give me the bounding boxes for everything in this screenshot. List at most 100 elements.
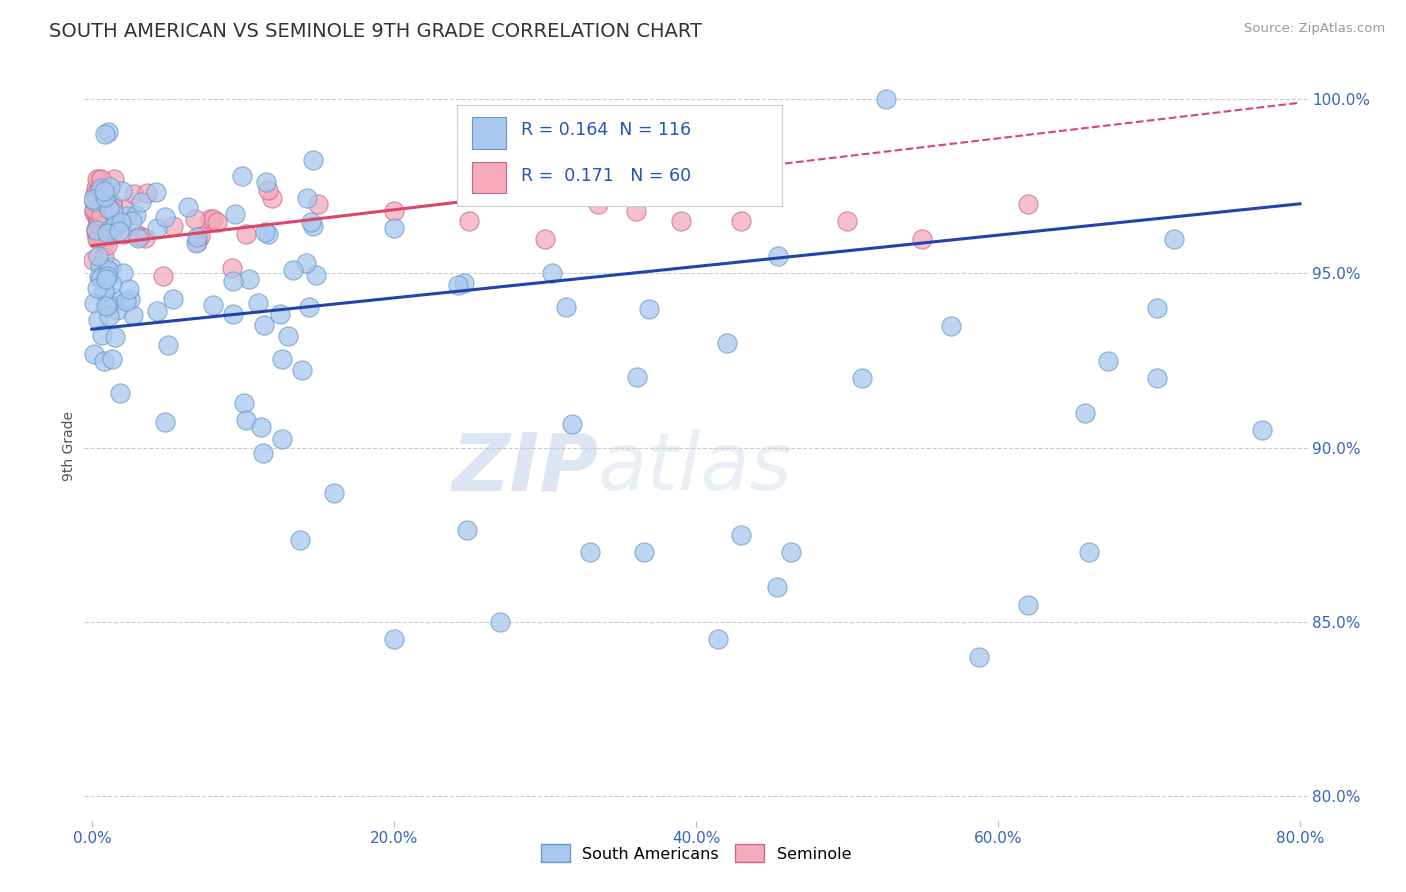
Text: Source: ZipAtlas.com: Source: ZipAtlas.com	[1244, 22, 1385, 36]
Point	[125, 208, 148, 222]
Point	[202, 211, 225, 226]
Point	[1250, 423, 1272, 437]
Point	[152, 268, 174, 283]
Point	[96, 299, 118, 313]
Point	[82, 192, 104, 206]
Legend: South Americans, Seminole: South Americans, Seminole	[534, 838, 858, 869]
Point	[122, 187, 145, 202]
Point	[90, 209, 112, 223]
Point	[447, 277, 470, 292]
Point	[104, 330, 127, 344]
Point	[101, 277, 124, 292]
Point	[221, 274, 243, 288]
Point	[112, 227, 135, 241]
Point	[254, 175, 277, 189]
Point	[162, 219, 184, 234]
Point	[252, 446, 274, 460]
Point	[779, 545, 801, 559]
Y-axis label: 9th Grade: 9th Grade	[62, 411, 76, 481]
Point	[207, 215, 229, 229]
Point	[100, 260, 122, 274]
Point	[84, 222, 107, 236]
Point	[91, 328, 114, 343]
Text: R =  0.171   N = 60: R = 0.171 N = 60	[522, 168, 692, 186]
Point	[1077, 545, 1099, 559]
Point	[84, 221, 107, 235]
FancyBboxPatch shape	[457, 105, 782, 206]
Point	[624, 203, 647, 218]
Point	[534, 232, 557, 246]
Text: R = 0.164  N = 116: R = 0.164 N = 116	[522, 120, 692, 139]
Point	[84, 209, 107, 223]
Point	[108, 214, 131, 228]
Point	[90, 172, 112, 186]
Point	[84, 226, 107, 240]
Point	[84, 181, 107, 195]
Point	[105, 302, 128, 317]
Point	[93, 235, 115, 250]
Point	[110, 215, 132, 229]
Point	[626, 370, 648, 384]
Point	[188, 229, 211, 244]
Point	[231, 169, 253, 183]
Point	[155, 415, 177, 429]
Point	[256, 183, 278, 197]
Point	[939, 318, 962, 333]
Point	[87, 211, 110, 225]
Point	[730, 214, 752, 228]
Point	[83, 204, 105, 219]
Point	[768, 249, 790, 263]
Point	[250, 420, 273, 434]
Point	[96, 214, 118, 228]
Point	[177, 200, 200, 214]
Point	[97, 200, 120, 214]
Point	[200, 211, 222, 226]
Point	[87, 228, 110, 243]
Point	[108, 385, 131, 400]
Point	[87, 249, 110, 263]
Point	[254, 225, 277, 239]
Point	[82, 253, 104, 268]
Point	[97, 263, 120, 277]
Point	[128, 228, 150, 243]
Point	[1017, 598, 1039, 612]
Point	[96, 237, 118, 252]
Point	[1017, 196, 1039, 211]
Point	[488, 615, 510, 629]
Point	[86, 218, 108, 232]
Point	[233, 395, 256, 409]
Point	[83, 202, 105, 216]
Point	[301, 153, 323, 167]
Point	[103, 172, 125, 186]
Point	[97, 309, 120, 323]
Point	[86, 172, 108, 186]
Point	[295, 256, 318, 270]
Point	[131, 195, 153, 210]
Point	[382, 203, 405, 218]
Point	[224, 207, 246, 221]
Point	[96, 226, 118, 240]
Point	[1146, 371, 1168, 385]
Point	[101, 352, 124, 367]
Point	[291, 363, 314, 377]
Point	[716, 336, 738, 351]
Point	[112, 201, 135, 215]
Point	[186, 235, 208, 250]
Point	[96, 269, 118, 284]
Point	[86, 229, 108, 244]
Point	[288, 533, 311, 547]
Point	[257, 227, 280, 241]
Point	[93, 190, 115, 204]
Point	[162, 292, 184, 306]
Point	[322, 485, 344, 500]
Point	[299, 215, 322, 229]
Point	[270, 351, 292, 366]
Point	[184, 235, 207, 250]
Point	[456, 524, 478, 538]
Point	[235, 413, 257, 427]
Point	[153, 210, 176, 224]
Point	[305, 268, 328, 282]
FancyBboxPatch shape	[472, 117, 506, 149]
Point	[260, 190, 283, 204]
Point	[93, 285, 115, 299]
